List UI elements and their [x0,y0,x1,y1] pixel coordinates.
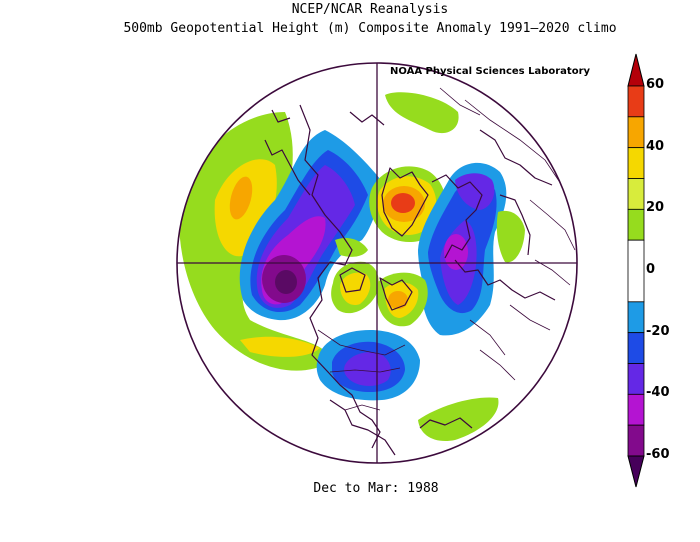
chart-subtitle: 500mb Geopotential Height (m) Composite … [123,21,617,36]
colorbar-tick-label: 0 [646,262,656,277]
anomaly-fields [179,87,576,456]
colorbar-tick-label: 20 [646,200,665,216]
colorbar-band [627,239,645,303]
colorbar-band [627,85,645,118]
coastlines [264,104,556,456]
colorbar-over-arrow [627,53,645,87]
chart-title: NCEP/NCAR Reanalysis [291,2,449,17]
colorbar-under-arrow [627,455,645,488]
alaska-negative-anomaly [239,130,385,321]
map-border [176,62,578,464]
colorbar-band [627,208,645,241]
colorbar-tick-label: -20 [646,323,670,339]
colorbar-band [627,301,645,334]
colorbar-tick-label: 40 [646,138,665,154]
colorbar-band [627,363,645,395]
borders [317,87,576,411]
colorbar-band [627,116,645,149]
colorbar-band [627,147,645,179]
credit-label: NOAA Physical Sciences Laboratory [390,66,591,77]
colorbar-tick-label: 60 [646,77,665,92]
colorbar-band [627,393,645,426]
colorbar-tick-label: -40 [646,385,670,401]
atlantic-positive-anomaly [369,92,459,243]
colorbar-tick-label: -60 [646,447,670,462]
colorbar-band [627,178,645,210]
north-america-negative-anomaly [316,330,420,401]
period-label: Dec to Mar: 1988 [313,481,439,496]
colorbar [627,53,645,488]
colorbar-band [627,424,645,457]
colorbar-band [627,332,645,364]
